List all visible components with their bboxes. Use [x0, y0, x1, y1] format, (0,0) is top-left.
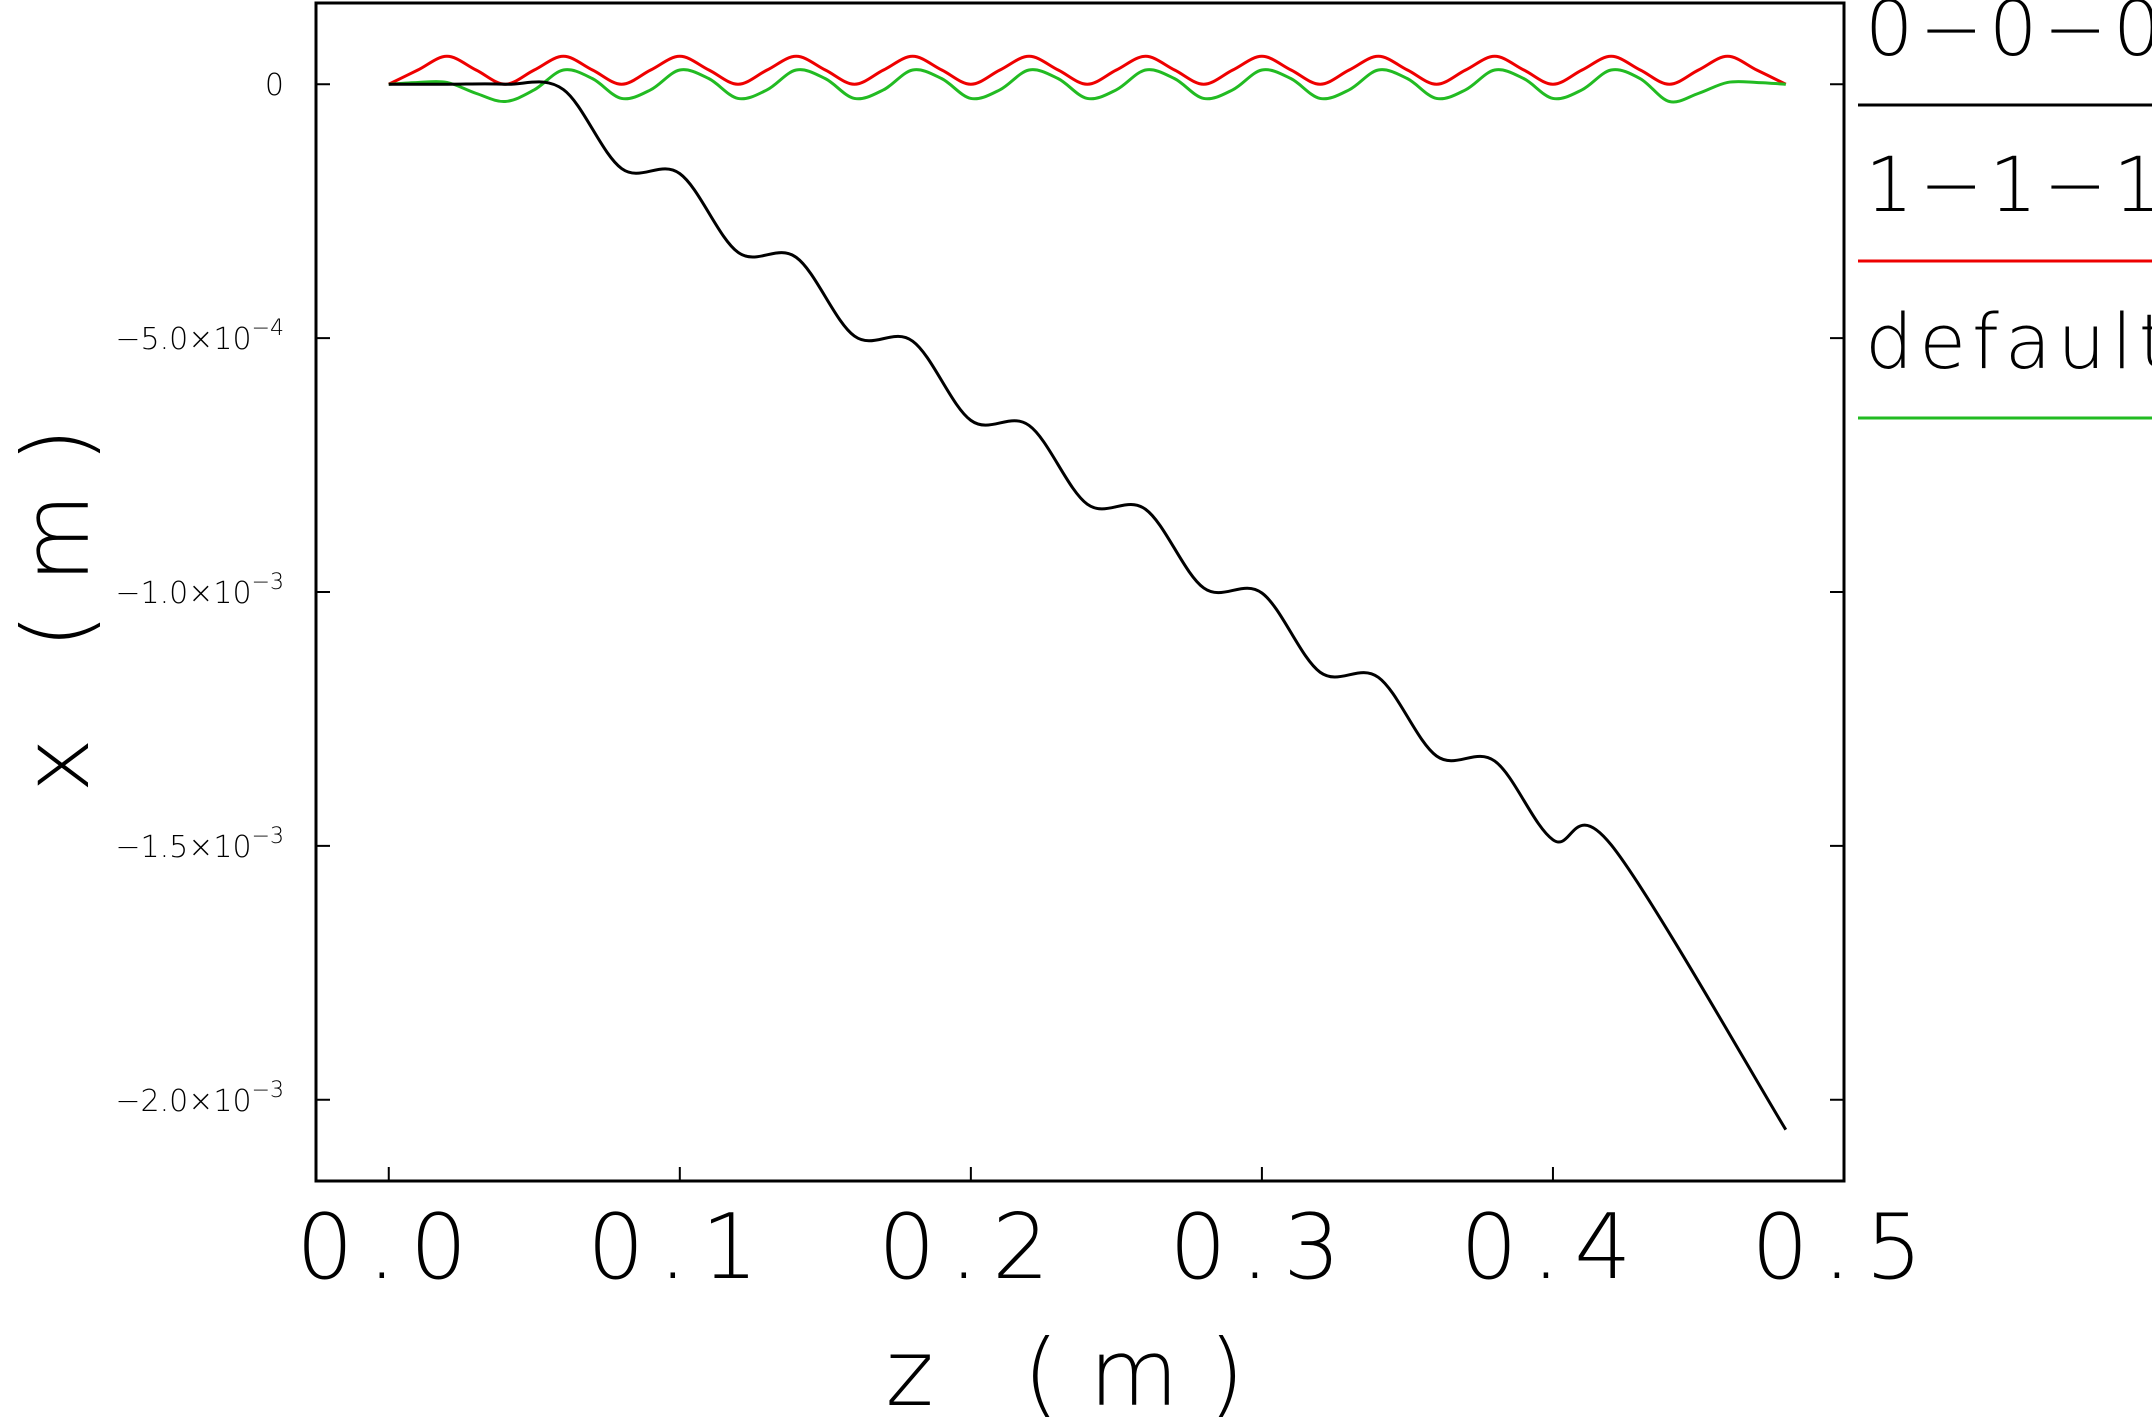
y-tick-label-exponent: −3	[252, 1078, 284, 1103]
legend-label: 0−0−0	[1865, 0, 2152, 73]
y-tick-label: −1.5×10−3	[115, 824, 284, 865]
x-tick-label: 0.0	[296, 1195, 481, 1300]
series-line-3	[388, 68, 1786, 104]
y-tick-label-exponent: −4	[252, 316, 284, 341]
y-tick-label: −5.0×10−4	[115, 316, 284, 357]
y-axis-title: x (m)	[3, 397, 110, 792]
x-tick-label: 0.5	[1751, 1195, 1936, 1300]
y-tick-label-exponent: −3	[252, 570, 284, 595]
legend: 0−0−0 1−1−1 default	[1858, 0, 2152, 420]
x-tick-label: 0.4	[1460, 1195, 1645, 1300]
y-tick-label-base: −1.0×10	[115, 576, 251, 611]
legend-label: default	[1865, 297, 2152, 386]
y-tick-label: −1.0×10−3	[115, 570, 284, 611]
y-axis-ticks: 0−5.0×10−4−1.0×10−3−1.5×10−3−2.0×10−3	[115, 68, 1844, 1119]
series-line-2	[388, 54, 1787, 86]
y-tick-label-exponent: −3	[252, 824, 284, 849]
x-axis-ticks: 0.0 0.1 0.2 0.3 0.4 0.5	[296, 1167, 1936, 1300]
y-tick-label: 0	[265, 68, 284, 103]
series-layer	[388, 54, 1788, 1131]
x-tick-label: 0.1	[587, 1195, 772, 1300]
series-line-1	[388, 80, 1788, 1131]
y-tick-label-base: −2.0×10	[115, 1084, 251, 1119]
y-tick-label-base: −5.0×10	[115, 322, 251, 357]
x-tick-label: 0.2	[878, 1195, 1063, 1300]
plot-frame	[314, 1, 1846, 1183]
legend-label: 1−1−1	[1865, 140, 2152, 229]
y-tick-label: −2.0×10−3	[115, 1078, 284, 1119]
y-tick-label-base: −1.5×10	[115, 830, 251, 865]
x-tick-label: 0.3	[1169, 1195, 1354, 1300]
x-axis-title: z (m)	[886, 1320, 1275, 1424]
